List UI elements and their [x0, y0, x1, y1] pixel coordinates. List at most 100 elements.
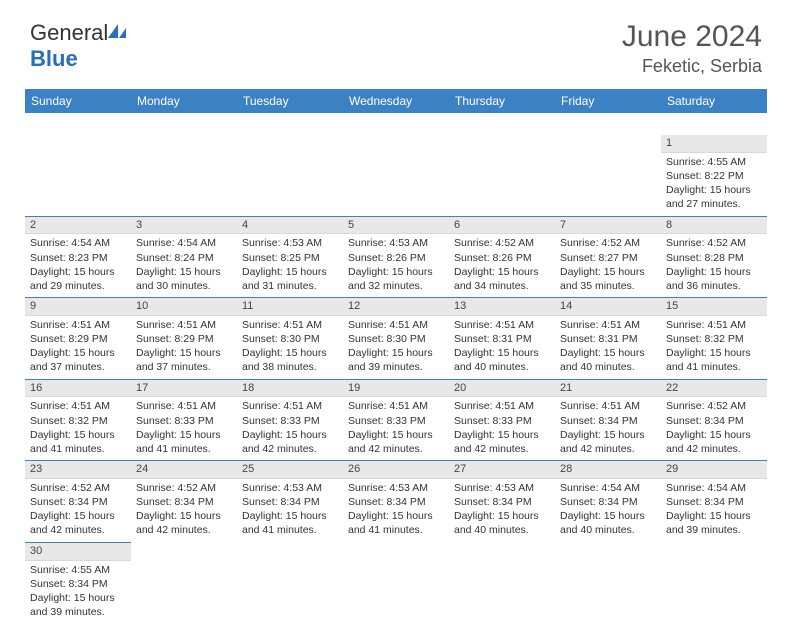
- daylight-text: Daylight: 15 hours: [30, 346, 126, 360]
- daylight-text: and 40 minutes.: [454, 523, 550, 537]
- daylight-text: and 35 minutes.: [560, 279, 656, 293]
- day-body: Sunrise: 4:51 AMSunset: 8:34 PMDaylight:…: [555, 397, 661, 460]
- location: Feketic, Serbia: [622, 56, 762, 77]
- calendar-cell: 25Sunrise: 4:53 AMSunset: 8:34 PMDayligh…: [237, 461, 343, 543]
- sunset-text: Sunset: 8:24 PM: [136, 251, 232, 265]
- sunset-text: Sunset: 8:33 PM: [348, 414, 444, 428]
- calendar-cell: [661, 542, 767, 623]
- sunrise-text: Sunrise: 4:51 AM: [560, 318, 656, 332]
- sunrise-text: Sunrise: 4:51 AM: [136, 318, 232, 332]
- daylight-text: Daylight: 15 hours: [136, 346, 232, 360]
- calendar-cell: 16Sunrise: 4:51 AMSunset: 8:32 PMDayligh…: [25, 379, 131, 461]
- calendar-cell: 26Sunrise: 4:53 AMSunset: 8:34 PMDayligh…: [343, 461, 449, 543]
- daylight-text: Daylight: 15 hours: [348, 509, 444, 523]
- sunset-text: Sunset: 8:22 PM: [666, 169, 762, 183]
- sunrise-text: Sunrise: 4:54 AM: [666, 481, 762, 495]
- day-number: 10: [131, 298, 237, 316]
- daylight-text: Daylight: 15 hours: [136, 428, 232, 442]
- day-body: Sunrise: 4:51 AMSunset: 8:30 PMDaylight:…: [237, 316, 343, 379]
- calendar-cell: [555, 542, 661, 623]
- calendar-cell: [237, 135, 343, 216]
- daylight-text: and 40 minutes.: [454, 360, 550, 374]
- day-body: Sunrise: 4:51 AMSunset: 8:29 PMDaylight:…: [131, 316, 237, 379]
- calendar-cell: 21Sunrise: 4:51 AMSunset: 8:34 PMDayligh…: [555, 379, 661, 461]
- day-number: 26: [343, 461, 449, 479]
- day-number: 23: [25, 461, 131, 479]
- daylight-text: Daylight: 15 hours: [560, 428, 656, 442]
- day-body: Sunrise: 4:52 AMSunset: 8:28 PMDaylight:…: [661, 234, 767, 297]
- sunrise-text: Sunrise: 4:54 AM: [136, 236, 232, 250]
- daylight-text: Daylight: 15 hours: [454, 265, 550, 279]
- brand-name: GeneralBlue: [30, 20, 128, 72]
- calendar-cell: 6Sunrise: 4:52 AMSunset: 8:26 PMDaylight…: [449, 216, 555, 298]
- daylight-text: Daylight: 15 hours: [454, 428, 550, 442]
- day-body: Sunrise: 4:51 AMSunset: 8:33 PMDaylight:…: [237, 397, 343, 460]
- day-number: 13: [449, 298, 555, 316]
- calendar-cell: 7Sunrise: 4:52 AMSunset: 8:27 PMDaylight…: [555, 216, 661, 298]
- day-body: Sunrise: 4:54 AMSunset: 8:24 PMDaylight:…: [131, 234, 237, 297]
- weekday-header: Thursday: [449, 89, 555, 113]
- title-block: June 2024 Feketic, Serbia: [622, 20, 762, 77]
- sunset-text: Sunset: 8:33 PM: [242, 414, 338, 428]
- daylight-text: Daylight: 15 hours: [30, 591, 126, 605]
- calendar-cell: [449, 542, 555, 623]
- calendar-row: 1Sunrise: 4:55 AMSunset: 8:22 PMDaylight…: [25, 135, 767, 216]
- sunrise-text: Sunrise: 4:54 AM: [30, 236, 126, 250]
- sunset-text: Sunset: 8:34 PM: [666, 495, 762, 509]
- daylight-text: Daylight: 15 hours: [30, 428, 126, 442]
- daylight-text: Daylight: 15 hours: [30, 509, 126, 523]
- day-body: Sunrise: 4:52 AMSunset: 8:34 PMDaylight:…: [25, 479, 131, 542]
- daylight-text: Daylight: 15 hours: [242, 265, 338, 279]
- sunset-text: Sunset: 8:27 PM: [560, 251, 656, 265]
- calendar-cell: 18Sunrise: 4:51 AMSunset: 8:33 PMDayligh…: [237, 379, 343, 461]
- day-number: 9: [25, 298, 131, 316]
- sunset-text: Sunset: 8:30 PM: [348, 332, 444, 346]
- daylight-text: and 41 minutes.: [666, 360, 762, 374]
- sunset-text: Sunset: 8:34 PM: [560, 414, 656, 428]
- daylight-text: and 42 minutes.: [242, 442, 338, 456]
- daylight-text: Daylight: 15 hours: [348, 265, 444, 279]
- sunset-text: Sunset: 8:29 PM: [30, 332, 126, 346]
- sunrise-text: Sunrise: 4:51 AM: [666, 318, 762, 332]
- day-number: 24: [131, 461, 237, 479]
- calendar-cell: [237, 542, 343, 623]
- calendar-cell: 12Sunrise: 4:51 AMSunset: 8:30 PMDayligh…: [343, 298, 449, 380]
- day-number: 18: [237, 380, 343, 398]
- day-body: Sunrise: 4:53 AMSunset: 8:34 PMDaylight:…: [343, 479, 449, 542]
- sunrise-text: Sunrise: 4:51 AM: [454, 318, 550, 332]
- day-number: 28: [555, 461, 661, 479]
- calendar-cell: 23Sunrise: 4:52 AMSunset: 8:34 PMDayligh…: [25, 461, 131, 543]
- daylight-text: Daylight: 15 hours: [136, 509, 232, 523]
- day-number: 30: [25, 543, 131, 561]
- sunset-text: Sunset: 8:34 PM: [30, 577, 126, 591]
- day-number: 16: [25, 380, 131, 398]
- calendar-cell: 10Sunrise: 4:51 AMSunset: 8:29 PMDayligh…: [131, 298, 237, 380]
- sunset-text: Sunset: 8:30 PM: [242, 332, 338, 346]
- brand-name-1: General: [30, 20, 108, 45]
- daylight-text: and 40 minutes.: [560, 523, 656, 537]
- day-number: 25: [237, 461, 343, 479]
- daylight-text: and 41 minutes.: [136, 442, 232, 456]
- calendar-cell: [343, 135, 449, 216]
- calendar-cell: 9Sunrise: 4:51 AMSunset: 8:29 PMDaylight…: [25, 298, 131, 380]
- daylight-text: and 40 minutes.: [560, 360, 656, 374]
- sunset-text: Sunset: 8:32 PM: [666, 332, 762, 346]
- day-body: Sunrise: 4:51 AMSunset: 8:33 PMDaylight:…: [343, 397, 449, 460]
- sunset-text: Sunset: 8:34 PM: [136, 495, 232, 509]
- brand-name-2: Blue: [30, 46, 78, 71]
- daylight-text: Daylight: 15 hours: [666, 428, 762, 442]
- daylight-text: Daylight: 15 hours: [560, 346, 656, 360]
- weekday-header: Tuesday: [237, 89, 343, 113]
- day-number: 14: [555, 298, 661, 316]
- sunrise-text: Sunrise: 4:52 AM: [666, 399, 762, 413]
- daylight-text: and 38 minutes.: [242, 360, 338, 374]
- calendar-cell: [25, 135, 131, 216]
- calendar-cell: 20Sunrise: 4:51 AMSunset: 8:33 PMDayligh…: [449, 379, 555, 461]
- sunrise-text: Sunrise: 4:53 AM: [348, 236, 444, 250]
- day-body: Sunrise: 4:54 AMSunset: 8:23 PMDaylight:…: [25, 234, 131, 297]
- daylight-text: and 31 minutes.: [242, 279, 338, 293]
- daylight-text: and 42 minutes.: [560, 442, 656, 456]
- daylight-text: Daylight: 15 hours: [136, 265, 232, 279]
- daylight-text: and 42 minutes.: [454, 442, 550, 456]
- daylight-text: Daylight: 15 hours: [560, 265, 656, 279]
